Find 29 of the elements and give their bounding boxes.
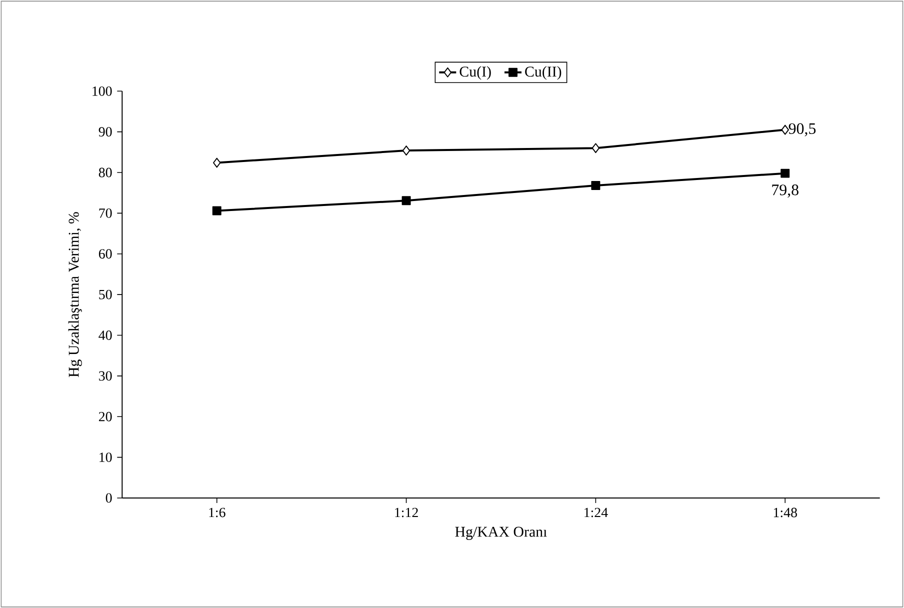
point [402,146,410,156]
data-label: 79,8 [772,184,798,198]
point [402,196,411,206]
legend-label: Cu(II) [525,66,562,80]
y-tick-label: 70 [99,208,112,218]
y-tick-label: 50 [99,290,112,300]
y-tick-label: 100 [92,86,112,96]
x-axis-title: Hg/KAX Oranı [455,526,547,540]
point [781,124,789,135]
y-tick-label: 10 [100,452,112,462]
x-tick-label: 1:24 [584,508,608,518]
x-tick-label: 1:6 [209,508,226,518]
point [213,158,221,168]
point [212,206,222,216]
point [780,168,790,178]
point [592,143,600,154]
legend-label: Cu(I) [460,66,491,80]
x-tick-label: 1:12 [395,508,418,518]
x-tick-label: 1:48 [774,508,797,518]
y-tick-label: 30 [99,371,112,381]
y-tick-label: 20 [98,412,112,422]
y-tick-label: 60 [98,249,112,259]
y-axis-title: Hg Uzaklaştırma Verimi, % [68,212,82,378]
y-tick-label: 90 [98,127,112,136]
point [591,180,600,190]
y-tick-label: 40 [98,330,112,340]
y-tick-label: 80 [98,168,112,178]
y-tick-label: 0 [106,493,112,503]
data-label: 90,5 [788,123,816,136]
